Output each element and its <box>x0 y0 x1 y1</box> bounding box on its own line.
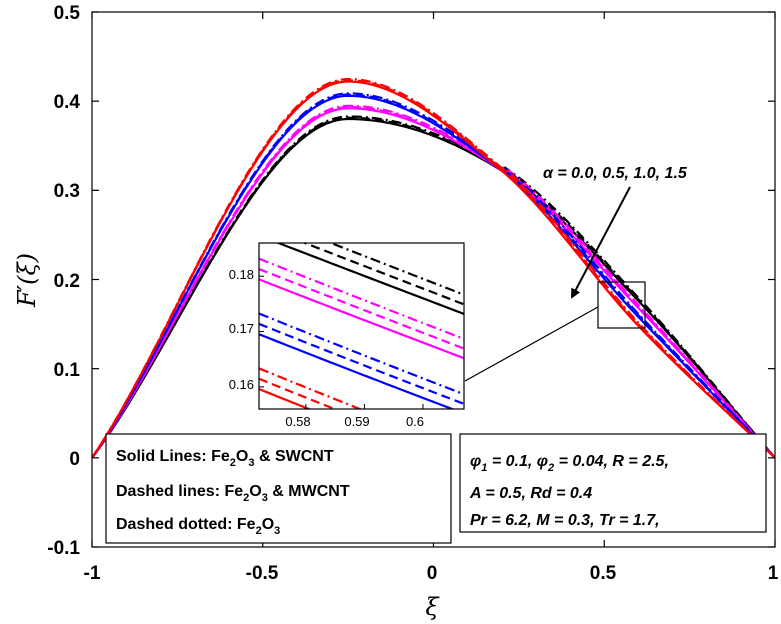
zoom-connector <box>464 306 599 382</box>
x-tick-label: 1 <box>768 563 779 584</box>
inset-frame <box>258 242 465 410</box>
inset-series-0-style-2 <box>327 243 464 296</box>
inset-y-tick-label: 0.16 <box>229 377 254 392</box>
legend-dashdot: Dashed dotted: Fe2O3 <box>116 516 280 537</box>
main-series-0-style-1 <box>92 116 775 459</box>
x-tick-label: -1 <box>84 563 101 584</box>
inset-y-tick-label: 0.17 <box>229 321 254 336</box>
parameter-box <box>459 433 767 533</box>
inset-x-tick-label: 0.58 <box>285 414 310 429</box>
x-tick-label: 0 <box>427 563 438 584</box>
main-series-2-style-2 <box>92 92 775 459</box>
x-axis-label: ξ <box>425 593 440 621</box>
y-tick-label: 0.3 <box>54 181 80 202</box>
y-tick-label: 0.4 <box>54 92 81 113</box>
y-tick-label: -0.1 <box>47 538 80 559</box>
axis-ticks <box>91 11 776 548</box>
zoom-box <box>597 281 646 329</box>
legend-solid: Solid Lines: Fe2O3 & SWCNT <box>116 448 334 469</box>
main-curves <box>92 77 775 459</box>
legend-box <box>105 433 452 544</box>
inset-series-3-style-0 <box>259 388 312 409</box>
inset-x-tick-label: 0.6 <box>406 414 424 429</box>
inset-series-2-style-2 <box>259 312 464 396</box>
inset-curves <box>259 243 464 409</box>
x-tick-label: -0.5 <box>246 563 279 584</box>
y-tick-label: 0 <box>69 449 80 470</box>
main-series-3-style-2 <box>92 77 775 459</box>
inset-y-tick-label: 0.18 <box>229 267 254 282</box>
y-axis-label: F′(ξ) <box>13 253 41 308</box>
y-tick-label: 0.2 <box>54 271 80 292</box>
inset-series-2-style-1 <box>259 322 464 405</box>
legend-dashed: Dashed lines: Fe2O3 & MWCNT <box>116 483 350 504</box>
main-series-0-style-2 <box>92 115 775 459</box>
param-line-1: φ1 = 0.1, φ2 = 0.04, R = 2.5, <box>470 453 669 474</box>
inset-ticks <box>259 275 424 409</box>
main-series-1-style-2 <box>92 104 775 459</box>
inset-series-1-style-2 <box>259 257 464 341</box>
inset-x-tick-label: 0.59 <box>344 414 369 429</box>
alpha-annotation: α = 0.0, 0.5, 1.0, 1.5 <box>543 165 688 182</box>
y-tick-label: 0.1 <box>54 360 81 381</box>
main-series-0-style-0 <box>92 117 775 459</box>
inset-series-2-style-0 <box>259 333 456 409</box>
y-tick-label: 0.5 <box>54 3 81 24</box>
x-tick-label: 0.5 <box>590 563 617 584</box>
inset-series-3-style-1 <box>259 377 338 409</box>
inset-series-1-style-0 <box>259 278 464 360</box>
param-line-3: Pr = 6.2, M = 0.3, Tr = 1.7, <box>470 512 660 529</box>
param-line-2: A = 0.5, Rd = 0.4 <box>469 485 592 502</box>
inset-series-0-style-0 <box>275 243 464 315</box>
inset-series-1-style-1 <box>259 268 464 350</box>
alpha-arrow <box>571 186 631 299</box>
inset-series-0-style-1 <box>301 243 464 306</box>
